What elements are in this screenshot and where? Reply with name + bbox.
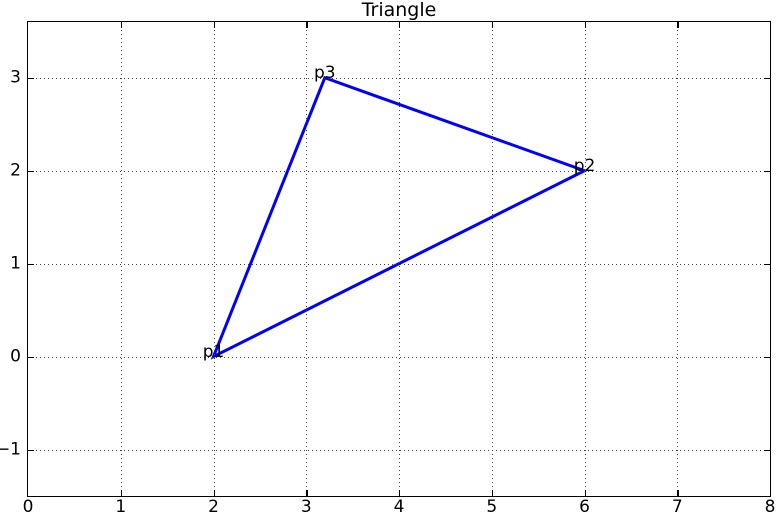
x-tick-label: 6 [579,497,590,515]
x-tick-bottom [584,490,586,496]
x-tick-label: 4 [393,497,405,515]
chart-title: Triangle [361,0,437,21]
point-label-p3: p3 [313,62,336,83]
x-tick-label: 0 [22,497,34,515]
y-tick-label: −1 [0,439,21,460]
x-tick-top [120,22,123,28]
y-tick-right [764,263,770,265]
x-tick-top [399,22,401,28]
y-tick-label: 3 [10,67,21,88]
y-tick-left [28,356,34,358]
y-tick-right [764,170,770,172]
x-tick-label: 7 [671,497,683,515]
x-tick-bottom [677,490,679,496]
y-tick-right [764,77,770,80]
y-tick-left [28,170,34,172]
x-tick-top [491,22,494,28]
y-tick-right [764,449,770,451]
y-tick-left [28,263,34,265]
x-tick-bottom [491,490,494,496]
x-tick-label: 2 [208,497,219,515]
y-tick-label: 2 [10,160,21,181]
x-gridline [306,22,308,496]
x-tick-bottom [399,490,401,496]
y-gridline [28,263,770,265]
x-tick-label: 8 [764,497,776,515]
x-gridline [399,22,400,496]
y-tick-left [28,449,34,451]
x-tick-top [213,22,215,28]
y-gridline [28,449,770,451]
x-tick-bottom [306,490,308,496]
x-tick-top [584,22,586,28]
x-gridline [491,22,493,496]
point-label-p2: p2 [573,155,596,176]
y-tick-label: 1 [10,253,21,274]
x-tick-top [677,22,679,28]
y-gridline [28,356,770,358]
x-tick-top [306,22,308,28]
y-gridline [28,77,770,79]
y-gridline [28,170,770,172]
y-tick-right [764,356,770,358]
point-label-p1: p1 [202,341,225,362]
x-gridline [584,22,586,496]
x-tick-label: 3 [300,497,312,515]
y-tick-left [28,77,34,80]
plot-area: p1 p2 p3 [27,21,771,497]
x-tick-label: 1 [115,497,127,515]
x-gridline [213,22,215,496]
x-gridline [677,22,679,496]
x-tick-bottom [213,490,215,496]
x-gridline [120,22,122,496]
x-tick-label: 5 [486,497,498,515]
x-tick-bottom [120,490,123,496]
y-tick-label: 0 [10,346,21,367]
